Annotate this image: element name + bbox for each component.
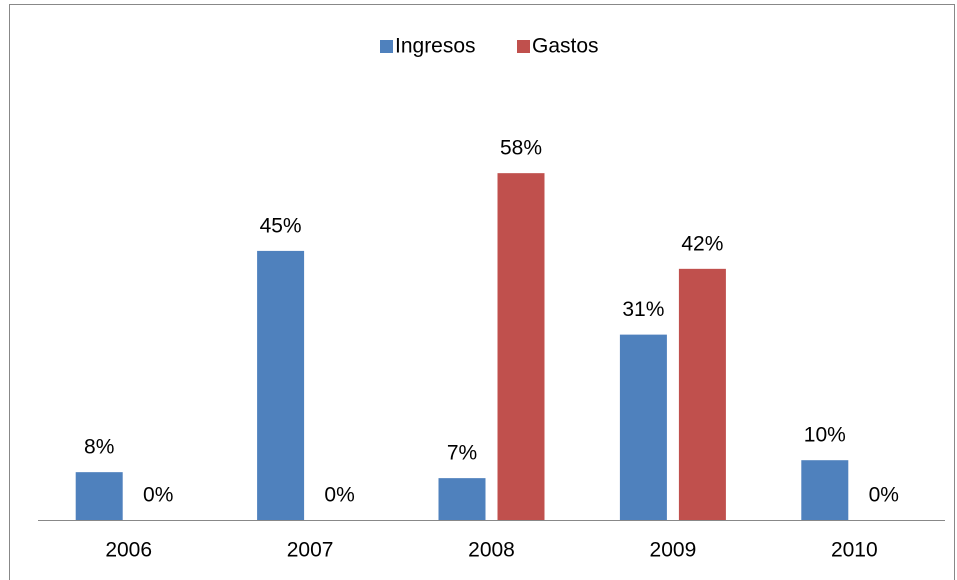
data-label: 10% [804, 424, 846, 447]
data-label: 0% [869, 484, 899, 507]
bar [801, 460, 849, 520]
data-label: 58% [500, 137, 542, 160]
x-tick-label: 2007 [287, 539, 334, 562]
bar [678, 268, 726, 520]
x-tick-label: 2010 [831, 539, 878, 562]
data-label: 7% [447, 442, 477, 465]
data-label: 42% [681, 232, 723, 255]
data-label: 0% [324, 484, 354, 507]
bar [438, 478, 486, 520]
data-label: 0% [143, 484, 173, 507]
bar [75, 472, 123, 520]
legend-swatch [517, 40, 530, 53]
data-label: 31% [622, 298, 664, 321]
x-tick-label: 2008 [468, 539, 515, 562]
legend-label: Gastos [532, 35, 599, 58]
legend-swatch [380, 40, 393, 53]
x-tick-label: 2006 [105, 539, 152, 562]
bar [257, 250, 305, 520]
x-tick-label: 2009 [650, 539, 697, 562]
bar [497, 173, 545, 520]
legend-label: Ingresos [395, 35, 476, 58]
bar [619, 334, 667, 520]
data-label: 8% [84, 436, 114, 459]
data-label: 45% [260, 214, 302, 237]
